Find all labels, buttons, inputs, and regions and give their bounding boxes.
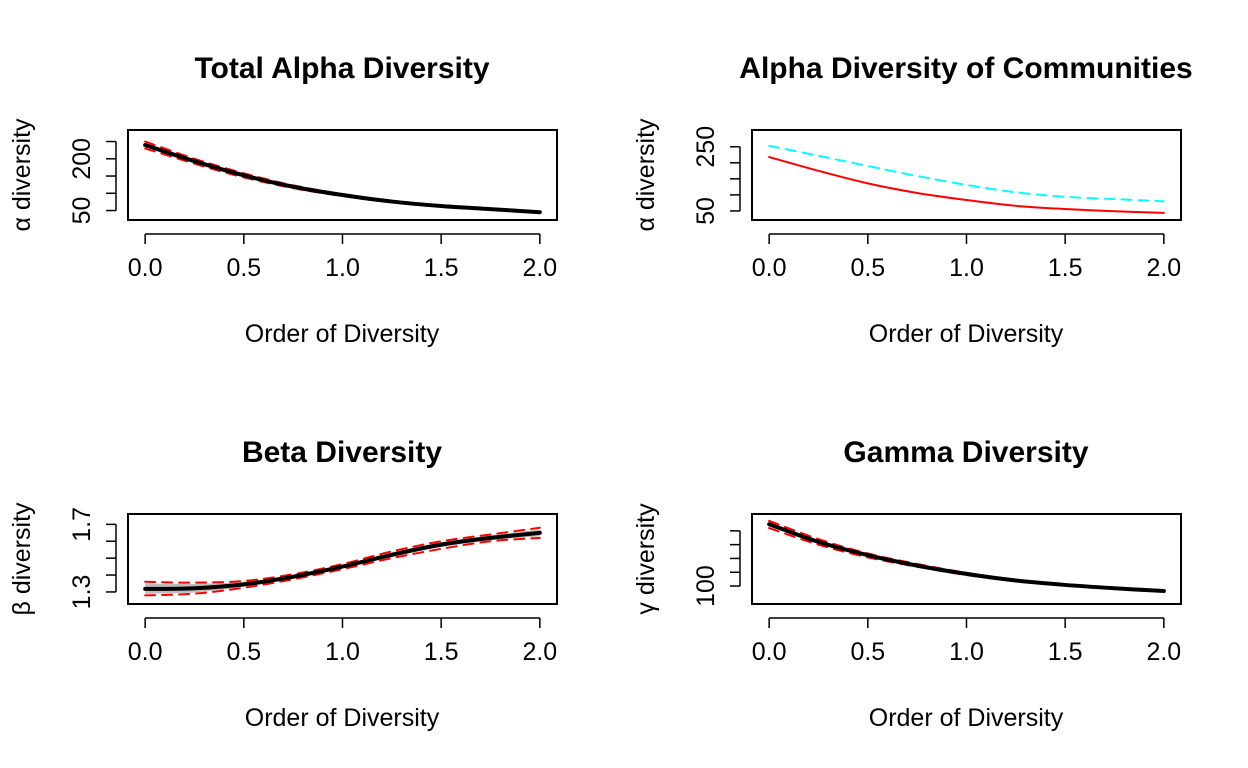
y-axis-label: α diversity — [632, 118, 660, 232]
x-axis: 0.0 0.5 1.0 1.5 2.0 — [752, 233, 1181, 282]
x-axis-label: Order of Diversity — [869, 320, 1064, 348]
confidence-band — [145, 142, 540, 213]
x-tick-label: 0.5 — [850, 254, 885, 282]
plot-area — [143, 140, 542, 215]
x-tick-label: 1.5 — [424, 638, 459, 666]
plot-area — [767, 519, 1166, 594]
y-axis: 100 — [692, 530, 741, 607]
panel-total-alpha-diversity: Total Alpha Diversity Order of Diversity… — [8, 52, 558, 348]
plot-frame — [751, 513, 1182, 605]
y-tick-label: 50 — [692, 197, 720, 225]
chart-title: Beta Diversity — [242, 436, 442, 469]
x-tick-label: 1.5 — [1048, 254, 1083, 282]
y-tick-label: 1.3 — [68, 575, 96, 610]
y-axis: 1.3 1.7 — [68, 507, 117, 610]
x-tick-label: 0.0 — [128, 254, 163, 282]
x-axis-label: Order of Diversity — [245, 704, 440, 732]
x-axis: 0.0 0.5 1.0 1.5 2.0 — [128, 617, 557, 666]
confidence-band — [769, 522, 1164, 592]
y-tick-label: 50 — [68, 197, 96, 225]
x-tick-label: 1.5 — [1048, 638, 1083, 666]
x-tick-label: 0.0 — [752, 254, 787, 282]
series-line-0 — [143, 530, 542, 591]
x-tick-label: 0.5 — [850, 638, 885, 666]
x-tick-label: 1.0 — [949, 638, 984, 666]
x-axis-label: Order of Diversity — [245, 320, 440, 348]
y-axis: 50 250 — [692, 126, 741, 225]
plot-area — [143, 526, 542, 597]
panel-beta-diversity: Beta Diversity Order of Diversity β dive… — [8, 436, 558, 732]
y-tick-label: 100 — [692, 565, 720, 607]
x-tick-label: 1.5 — [424, 254, 459, 282]
x-tick-label: 1.0 — [325, 638, 360, 666]
x-tick-label: 0.0 — [128, 638, 163, 666]
chart-title: Gamma Diversity — [843, 436, 1088, 469]
x-tick-label: 2.0 — [522, 254, 557, 282]
y-axis-label: α diversity — [8, 118, 36, 232]
plot-frame — [127, 129, 558, 221]
plot-area — [768, 144, 1165, 214]
chart-title: Alpha Diversity of Communities — [739, 52, 1192, 85]
x-axis: 0.0 0.5 1.0 1.5 2.0 — [128, 233, 557, 282]
y-tick-label: 250 — [692, 126, 720, 168]
panel-gamma-diversity: Gamma Diversity Order of Diversity γ div… — [632, 436, 1182, 732]
x-tick-label: 2.0 — [1146, 638, 1181, 666]
x-axis: 0.0 0.5 1.0 1.5 2.0 — [752, 617, 1181, 666]
x-tick-label: 2.0 — [1146, 254, 1181, 282]
y-tick-label: 1.7 — [68, 507, 96, 542]
x-tick-label: 2.0 — [522, 638, 557, 666]
x-tick-label: 1.0 — [949, 254, 984, 282]
series-line-2 — [768, 527, 1165, 593]
series-line-0 — [767, 522, 1166, 594]
series-line-1 — [768, 519, 1165, 592]
panel-alpha-diversity-of-communities: Alpha Diversity of Communities Order of … — [632, 52, 1193, 348]
x-axis-label: Order of Diversity — [869, 704, 1064, 732]
series-line-0 — [143, 142, 542, 215]
chart-title: Total Alpha Diversity — [194, 52, 489, 85]
x-tick-label: 1.0 — [325, 254, 360, 282]
x-tick-label: 0.5 — [226, 254, 261, 282]
y-tick-label: 200 — [68, 138, 96, 180]
x-tick-label: 0.0 — [752, 638, 787, 666]
series-line-1 — [144, 526, 541, 584]
y-axis-label: γ diversity — [632, 503, 660, 615]
x-tick-label: 0.5 — [226, 638, 261, 666]
series-line-2 — [144, 147, 541, 214]
plot-frame — [751, 129, 1182, 221]
series-line-1 — [144, 140, 541, 213]
series-line-1 — [768, 156, 1165, 214]
y-axis: 50 200 — [68, 138, 117, 225]
plot-frame — [127, 513, 558, 605]
y-axis-label: β diversity — [8, 502, 36, 616]
